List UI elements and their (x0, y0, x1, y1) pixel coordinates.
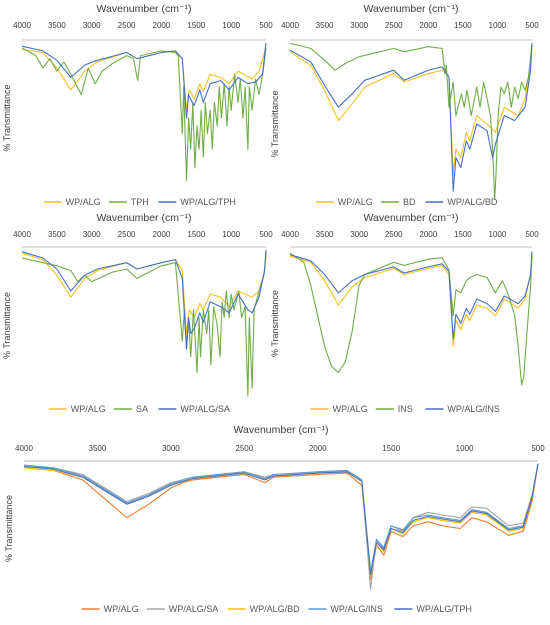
legend: WP/ALG BD WP/ALG/BD (315, 197, 498, 207)
x-tick-label: 500 (525, 230, 539, 239)
y-axis-title: % Transmittance (2, 84, 12, 151)
x-tick-label: 3000 (83, 21, 101, 30)
x-tick-label: 2500 (385, 230, 403, 239)
legend-label: WP/ALG/SA (169, 604, 219, 614)
x-tick-label: 3500 (48, 230, 66, 239)
x-tick-label: 4000 (281, 230, 299, 239)
legend-label: WP/ALG/TPH (416, 604, 472, 614)
y-axis-title: % Transmittance (2, 292, 12, 359)
legend-label: INS (398, 404, 413, 414)
legend: WP/ALG TPH WP/ALG/TPH (43, 197, 236, 207)
x-axis-title: Wavenumber (cm⁻¹) (234, 424, 329, 436)
x-tick-label: 1500 (382, 444, 400, 453)
x-tick-label: 2000 (309, 444, 327, 453)
y-axis-title: % Transmittance (270, 90, 280, 157)
legend-label: WP/ALG (333, 404, 368, 414)
x-tick-label: 4000 (281, 21, 299, 30)
x-tick-label: 500 (531, 444, 545, 453)
chart-panel-3: Wavenumber (cm⁻¹) 4000 3500 3000 2500 2000 150… (2, 212, 273, 414)
x-tick-label: 1500 (454, 230, 472, 239)
x-tick-label: 500 (259, 230, 273, 239)
series-line-wp-alg (289, 251, 533, 347)
legend-label: TPH (131, 197, 149, 207)
y-axis-title: % Transmittance (4, 495, 14, 562)
chart-panel-4: Wavenumber (cm⁻¹) 4000 3500 3000 2500 2000 150… (270, 212, 539, 414)
legend-label: SA (136, 404, 148, 414)
legend-label: WP/ALG/SA (180, 404, 230, 414)
x-tick-label: 1500 (187, 21, 205, 30)
series-line-wp-alg (289, 43, 533, 175)
x-tick-label: 2000 (419, 230, 437, 239)
x-tick-label: 2500 (385, 21, 403, 30)
x-tick-label: 2500 (118, 230, 136, 239)
x-tick-label: 1000 (222, 230, 240, 239)
series-line-wp-alg-tph (21, 43, 267, 119)
legend-label: WP/ALG (104, 604, 139, 614)
y-axis-title: % Transmittance (270, 290, 280, 357)
legend: WP/ALG WP/ALG/SA WP/ALG/BD WP/ALG/INS WP/ALG… (81, 604, 472, 614)
chart-panel-1: Wavenumber (cm⁻¹) 4000 3500 3000 2500 2000 150… (2, 3, 273, 207)
x-tick-label: 4000 (15, 444, 33, 453)
legend: WP/ALG SA WP/ALG/SA (48, 404, 230, 414)
series-line-wp-alg-bd (289, 43, 533, 192)
x-tick-label: 3000 (83, 230, 101, 239)
series-line-wp-alg (21, 250, 267, 334)
legend-label: WP/ALG/BD (250, 604, 301, 614)
x-tick-label: 1500 (187, 230, 205, 239)
x-tick-label: 3000 (162, 444, 180, 453)
x-tick-label: 4000 (13, 230, 31, 239)
x-tick-label: 1500 (454, 21, 472, 30)
series-line-wp-alg (21, 43, 267, 111)
x-tick-label: 3000 (350, 230, 368, 239)
legend-label: WP/ALG (71, 404, 106, 414)
x-tick-label: 500 (259, 21, 273, 30)
x-tick-label: 1000 (489, 21, 507, 30)
x-tick-label: 3500 (316, 230, 334, 239)
x-tick-label: 1000 (489, 230, 507, 239)
series-line-wp-alg-ins (289, 251, 533, 340)
x-axis-title: Wavenumber (cm⁻¹) (97, 3, 192, 15)
series-line-wp-alg-sa (23, 463, 539, 590)
x-tick-label: 1000 (456, 444, 474, 453)
legend-label: WP/ALG/BD (447, 197, 498, 207)
series-line-bd (289, 42, 533, 201)
x-tick-label: 3500 (89, 444, 107, 453)
series-line-tph (21, 47, 267, 181)
series-line-wp-alg-tph (23, 463, 539, 575)
x-tick-label: 2000 (419, 21, 437, 30)
x-tick-label: 2000 (153, 230, 171, 239)
x-tick-label: 3500 (316, 21, 334, 30)
x-axis-title: Wavenumber (cm⁻¹) (364, 3, 459, 15)
series-line-sa (21, 254, 267, 397)
x-tick-label: 2500 (118, 21, 136, 30)
x-tick-label: 4000 (13, 21, 31, 30)
x-axis-title: Wavenumber (cm⁻¹) (97, 212, 192, 224)
x-tick-label: 2000 (153, 21, 171, 30)
legend-label: WP/ALG (338, 197, 373, 207)
chart-panel-5: Wavenumber (cm⁻¹) 4000 3500 3000 2500 2000 150… (4, 424, 545, 614)
x-tick-label: 2500 (235, 444, 253, 453)
chart-panel-2: Wavenumber (cm⁻¹) 4000 3500 3000 2500 2000 150… (270, 3, 539, 207)
legend-label: WP/ALG/TPH (180, 197, 236, 207)
x-tick-label: 3000 (350, 21, 368, 30)
legend-label: WP/ALG/INS (330, 604, 383, 614)
legend-label: BD (403, 197, 416, 207)
legend-label: WP/ALG (66, 197, 101, 207)
series-line-ins (289, 252, 533, 386)
x-tick-label: 500 (525, 21, 539, 30)
series-line-wp-alg-sa (21, 250, 267, 350)
legend-label: WP/ALG/INS (447, 404, 500, 414)
legend: WP/ALG INS WP/ALG/INS (310, 404, 500, 414)
x-tick-label: 3500 (48, 21, 66, 30)
x-tick-label: 1000 (222, 21, 240, 30)
x-axis-title: Wavenumber (cm⁻¹) (364, 212, 459, 224)
